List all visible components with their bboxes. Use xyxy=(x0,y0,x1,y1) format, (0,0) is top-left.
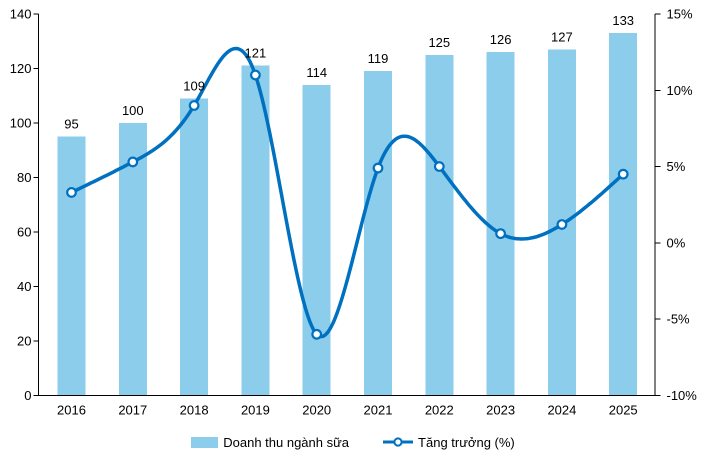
left-axis-tick-label: 140 xyxy=(10,7,32,22)
left-axis-tick-label: 40 xyxy=(17,279,31,294)
bar-value-label: 100 xyxy=(122,103,144,118)
right-axis-tick-label: 0% xyxy=(667,235,686,250)
bar-2023 xyxy=(486,52,515,396)
bar-value-label: 119 xyxy=(368,51,389,66)
left-axis-tick-label: 60 xyxy=(17,224,31,239)
growth-marker-2024 xyxy=(556,219,568,230)
left-axis-tick-label: 0 xyxy=(24,388,31,403)
left-axis-tick-label: 80 xyxy=(17,170,31,185)
legend-item-revenue: Doanh thu ngành sữa xyxy=(191,435,349,450)
growth-marker-2025 xyxy=(617,168,629,180)
bar-value-label: 127 xyxy=(551,29,573,44)
bar-2025 xyxy=(609,33,638,396)
bar-2019 xyxy=(241,65,270,396)
bar-value-label: 126 xyxy=(490,32,512,47)
growth-marker-2021 xyxy=(372,162,384,174)
growth-marker-2022 xyxy=(433,161,445,172)
bar-2021 xyxy=(364,71,392,396)
growth-marker-2019 xyxy=(249,69,261,81)
x-axis-label-2021: 2021 xyxy=(364,403,393,418)
legend-item-growth: Tăng trưởng (%) xyxy=(383,435,515,450)
x-axis-label-2018: 2018 xyxy=(180,403,209,418)
right-axis-tick-label: 10% xyxy=(667,83,693,98)
line-marker-swatch-icon xyxy=(383,437,414,447)
growth-marker-2023 xyxy=(495,228,507,240)
growth-marker-2020 xyxy=(311,328,323,340)
bar-value-label: 121 xyxy=(245,46,267,61)
bar-2020 xyxy=(302,84,331,396)
growth-marker-2017 xyxy=(127,156,139,168)
growth-line xyxy=(69,46,625,339)
legend-label-revenue: Doanh thu ngành sữa xyxy=(223,434,350,450)
x-axis-label-2019: 2019 xyxy=(241,403,270,418)
bar-2018 xyxy=(180,98,209,396)
bar-2016 xyxy=(57,136,86,396)
x-axis-label-2020: 2020 xyxy=(302,403,331,418)
left-axis-tick-label: 20 xyxy=(17,333,31,348)
right-axis-tick-label: 5% xyxy=(667,159,686,174)
bar-swatch-icon xyxy=(191,436,219,448)
legend-label-growth: Tăng trưởng (%) xyxy=(418,434,515,450)
growth-marker-2018 xyxy=(188,100,200,111)
bar-value-label: 125 xyxy=(428,35,450,50)
x-axis-label-2025: 2025 xyxy=(609,403,638,418)
bar-value-label: 95 xyxy=(64,117,78,132)
left-axis-tick-label: 100 xyxy=(10,115,32,130)
right-axis-tick-label: -5% xyxy=(667,312,691,327)
right-axis-tick-label: -10% xyxy=(667,388,698,403)
bar-value-label: 133 xyxy=(612,13,634,28)
x-axis-label-2016: 2016 xyxy=(57,403,86,418)
x-axis-label-2023: 2023 xyxy=(486,403,515,418)
chart-canvas: 95 100 109 121 114 119 125 126 127 133 140 120 100 80… xyxy=(10,7,698,418)
bar-value-label: 114 xyxy=(306,65,327,80)
x-axis-label-2022: 2022 xyxy=(425,403,454,418)
bar-value-label: 109 xyxy=(183,78,205,93)
bar-2022 xyxy=(425,54,454,396)
x-axis-label-2017: 2017 xyxy=(118,403,147,418)
growth-marker-2016 xyxy=(66,187,77,198)
chart-legend: Doanh thu ngành sữa Tăng trưởng (%) xyxy=(0,433,706,451)
x-axis-label-2024: 2024 xyxy=(547,403,576,418)
right-axis-tick-label: 15% xyxy=(667,7,693,22)
left-axis-tick-label: 120 xyxy=(10,61,32,76)
